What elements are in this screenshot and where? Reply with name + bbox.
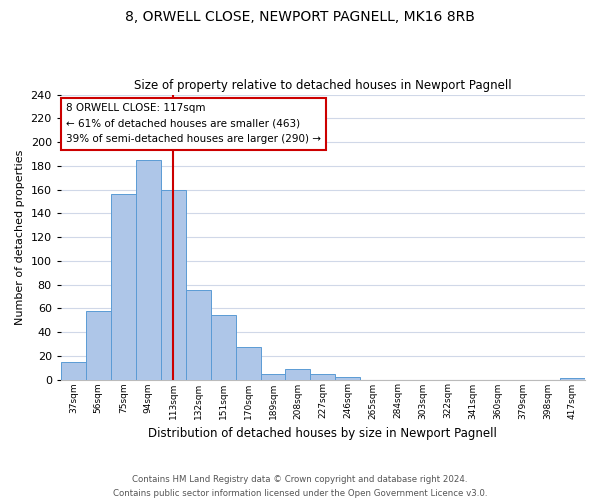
- Bar: [236, 348, 260, 380]
- Bar: [286, 369, 310, 380]
- Bar: [560, 378, 585, 380]
- Bar: [111, 194, 136, 380]
- Bar: [61, 362, 86, 380]
- Text: 8, ORWELL CLOSE, NEWPORT PAGNELL, MK16 8RB: 8, ORWELL CLOSE, NEWPORT PAGNELL, MK16 8…: [125, 10, 475, 24]
- Bar: [136, 160, 161, 380]
- X-axis label: Distribution of detached houses by size in Newport Pagnell: Distribution of detached houses by size …: [148, 427, 497, 440]
- Bar: [310, 374, 335, 380]
- Bar: [260, 374, 286, 380]
- Bar: [335, 377, 361, 380]
- Bar: [211, 316, 236, 380]
- Bar: [185, 290, 211, 380]
- Bar: [161, 190, 185, 380]
- Text: Contains HM Land Registry data © Crown copyright and database right 2024.
Contai: Contains HM Land Registry data © Crown c…: [113, 476, 487, 498]
- Title: Size of property relative to detached houses in Newport Pagnell: Size of property relative to detached ho…: [134, 79, 512, 92]
- Bar: [86, 310, 111, 380]
- Y-axis label: Number of detached properties: Number of detached properties: [15, 150, 25, 324]
- Text: 8 ORWELL CLOSE: 117sqm
← 61% of detached houses are smaller (463)
39% of semi-de: 8 ORWELL CLOSE: 117sqm ← 61% of detached…: [66, 103, 321, 144]
